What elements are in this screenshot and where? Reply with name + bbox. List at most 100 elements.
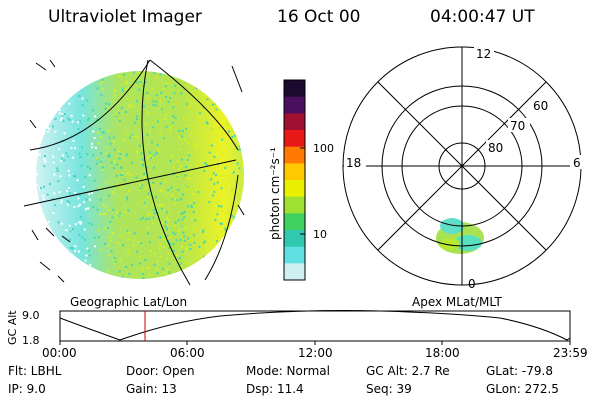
- speckle: [36, 128, 39, 131]
- speckle: [169, 129, 172, 132]
- speckle: [60, 222, 63, 225]
- speckle: [68, 82, 71, 85]
- speckle: [97, 229, 100, 232]
- speckle: [125, 265, 128, 268]
- speckle: [125, 80, 128, 83]
- speckle: [182, 193, 185, 196]
- speckle: [148, 213, 151, 216]
- speckle: [48, 127, 51, 130]
- speckle: [202, 208, 205, 211]
- speckle: [52, 278, 55, 279]
- speckle: [228, 214, 231, 217]
- speckle: [149, 130, 152, 133]
- speckle: [196, 187, 199, 190]
- speckle: [169, 212, 172, 215]
- speckle: [203, 96, 206, 99]
- speckle: [188, 106, 191, 109]
- speckle: [71, 269, 74, 272]
- speckle: [140, 242, 143, 245]
- speckle: [143, 123, 146, 126]
- speckle: [47, 221, 50, 224]
- speckle: [97, 236, 100, 239]
- speckle: [202, 229, 205, 232]
- info-door: Door: Open: [126, 364, 195, 378]
- speckle: [119, 259, 122, 262]
- speckle: [69, 119, 72, 122]
- speckle: [102, 212, 105, 215]
- speckle: [226, 211, 229, 214]
- speckle: [58, 262, 61, 265]
- speckle: [50, 245, 53, 248]
- speckle: [108, 153, 111, 156]
- speckle: [52, 161, 55, 164]
- speckle: [85, 208, 88, 211]
- alt-ytick-9: 9.0: [22, 309, 40, 322]
- speckle: [178, 168, 181, 171]
- speckle: [45, 223, 48, 226]
- speckle: [232, 272, 235, 275]
- speckle: [46, 251, 49, 254]
- speckle: [150, 141, 153, 144]
- speckle: [177, 159, 180, 162]
- speckle: [236, 150, 239, 153]
- speckle: [37, 79, 40, 82]
- speckle: [166, 211, 169, 214]
- speckle: [176, 199, 179, 202]
- speckle: [190, 81, 193, 84]
- speckle: [220, 187, 223, 190]
- speckle: [194, 198, 197, 201]
- speckle: [39, 187, 42, 190]
- speckle: [243, 112, 244, 115]
- speckle: [180, 264, 183, 267]
- speckle: [242, 110, 244, 113]
- colorbar-band: [284, 246, 305, 264]
- speckle: [188, 154, 191, 157]
- speckle: [183, 235, 186, 238]
- speckle: [115, 174, 118, 177]
- speckle: [83, 72, 86, 75]
- speckle: [173, 225, 176, 228]
- speckle: [117, 215, 120, 218]
- earth-image: [23, 59, 245, 286]
- colorbar-band: [284, 146, 305, 164]
- speckle: [128, 272, 131, 275]
- speckle: [179, 212, 182, 215]
- speckle: [113, 148, 116, 151]
- speckle: [161, 221, 164, 224]
- speckle: [233, 134, 236, 137]
- speckle: [157, 149, 160, 152]
- speckle: [214, 134, 217, 137]
- speckle: [121, 275, 124, 278]
- speckle: [221, 230, 224, 233]
- speckle: [232, 171, 235, 174]
- speckle: [66, 200, 69, 203]
- speckle: [233, 216, 236, 219]
- speckle: [99, 186, 102, 189]
- speckle: [167, 236, 170, 239]
- speckle: [104, 206, 107, 209]
- speckle: [221, 97, 224, 100]
- speckle: [219, 199, 222, 202]
- speckle: [39, 114, 42, 117]
- speckle: [226, 223, 229, 226]
- speckle: [92, 154, 95, 157]
- speckle: [101, 78, 104, 81]
- speckle: [160, 207, 163, 210]
- speckle: [101, 87, 104, 90]
- speckle: [190, 103, 193, 106]
- speckle: [144, 258, 147, 261]
- speckle: [104, 227, 107, 230]
- geographic-label: Geographic Lat/Lon: [70, 295, 187, 309]
- speckle: [140, 160, 143, 163]
- speckle: [56, 80, 59, 83]
- speckle: [162, 137, 165, 140]
- speckle: [178, 129, 181, 132]
- speckle: [185, 127, 188, 130]
- speckle: [149, 250, 152, 253]
- speckle: [151, 87, 154, 90]
- speckle: [187, 176, 190, 179]
- speckle: [226, 91, 229, 94]
- speckle: [224, 227, 227, 230]
- colorbar-band: [284, 230, 305, 248]
- speckle: [53, 192, 56, 195]
